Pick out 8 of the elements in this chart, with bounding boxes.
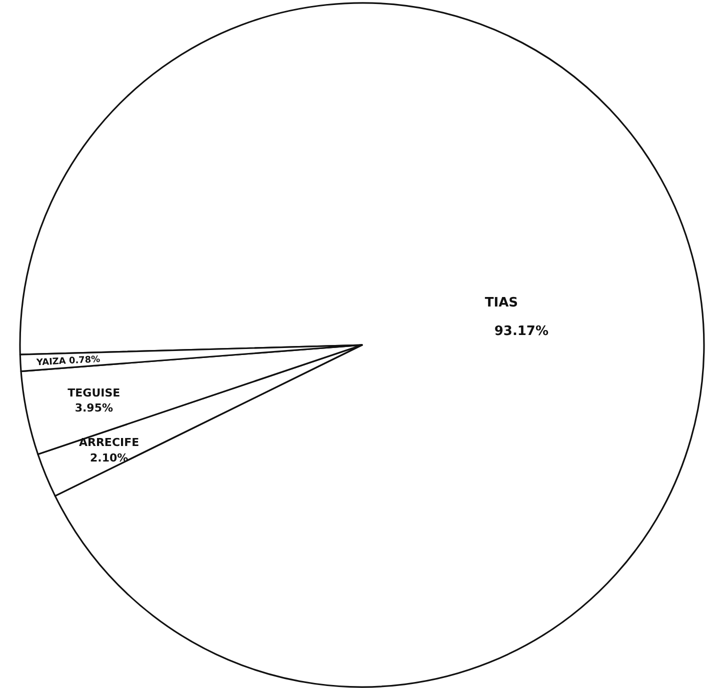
slice-label: ARRECIFE	[78, 436, 140, 449]
pie-slice	[19, 2, 705, 688]
slice-label: TIAS	[484, 296, 518, 311]
data-label: 93.17%	[494, 324, 549, 340]
data-label: 3.95%	[74, 402, 113, 415]
slice-label: TEGUISE	[68, 386, 120, 400]
data-label: 2.10%	[90, 451, 128, 464]
slice-label: YAIZA 0.78%	[35, 354, 100, 368]
